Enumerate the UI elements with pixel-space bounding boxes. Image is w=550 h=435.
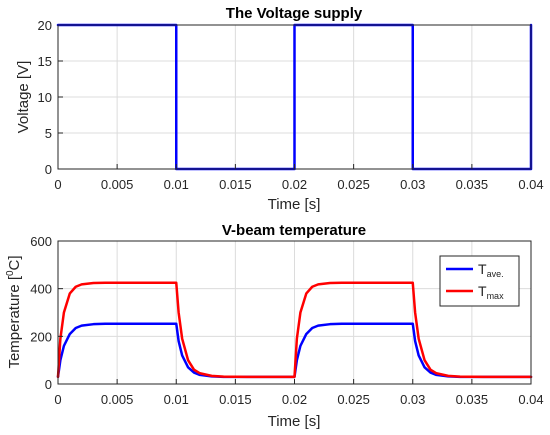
y-tick-label: 400 xyxy=(30,282,52,297)
x-tick-label: 0.005 xyxy=(101,392,134,407)
x-tick-label: 0.01 xyxy=(164,177,189,192)
x-tick-label: 0.035 xyxy=(456,392,489,407)
x-tick-label: 0.03 xyxy=(400,392,425,407)
voltage-chart: The Voltage supply 0 0.005 0.01 0.015 0.02 0.… xyxy=(15,5,544,213)
x-tick-label: 0.025 xyxy=(337,177,370,192)
y-axis-label-main: Temperature [ xyxy=(6,275,23,368)
chart-title: The Voltage supply xyxy=(226,5,363,22)
x-tick-label: 0.035 xyxy=(456,177,489,192)
legend-label-sub: ave. xyxy=(487,269,504,279)
y-tick-label: 0 xyxy=(45,377,52,392)
x-axis-label: Time [s] xyxy=(268,413,321,430)
y-ticks: 0 200 400 600 xyxy=(30,234,63,392)
y-tick-label: 20 xyxy=(38,18,52,33)
x-tick-label: 0.04 xyxy=(518,177,543,192)
y-tick-label: 200 xyxy=(30,329,52,344)
y-tick-label: 10 xyxy=(38,90,52,105)
y-axis-label-superscript: 0 xyxy=(5,270,16,276)
legend-label-sub: max xyxy=(487,291,505,301)
legend-label-t-ave: Tave. xyxy=(478,261,504,279)
legend-label-main: T xyxy=(478,261,487,277)
y-tick-label: 15 xyxy=(38,54,52,69)
y-axis-label: Voltage [V] xyxy=(15,61,32,134)
legend-label-t-max: Tmax xyxy=(478,283,504,301)
y-tick-label: 0 xyxy=(45,162,52,177)
series-line-1 xyxy=(56,281,533,379)
y-axis-label: Temperature [0C] xyxy=(5,255,23,368)
chart-title: V-beam temperature xyxy=(222,222,366,239)
legend-box xyxy=(439,255,520,307)
x-tick-label: 0.04 xyxy=(518,392,543,407)
y-axis-label-end: C] xyxy=(6,255,23,270)
x-axis-label: Time [s] xyxy=(268,196,321,213)
x-tick-label: 0 xyxy=(54,177,61,192)
x-tick-label: 0.02 xyxy=(282,392,307,407)
y-ticks: 0 5 10 15 20 xyxy=(38,18,63,177)
x-tick-label: 0 xyxy=(54,392,61,407)
x-tick-label: 0.025 xyxy=(337,392,370,407)
temperature-chart: V-beam temperature 0 0.005 0.01 0.015 0.02 0.… xyxy=(5,222,544,430)
y-tick-label: 5 xyxy=(45,126,52,141)
x-tick-label: 0.03 xyxy=(400,177,425,192)
x-tick-label: 0.005 xyxy=(101,177,134,192)
x-tick-label: 0.015 xyxy=(219,392,252,407)
x-tick-label: 0.01 xyxy=(164,392,189,407)
legend: Tave. Tmax xyxy=(439,255,520,307)
y-tick-label: 600 xyxy=(30,234,52,249)
series-group xyxy=(56,281,533,379)
x-tick-label: 0.015 xyxy=(219,177,252,192)
x-ticks: 0 0.005 0.01 0.015 0.02 0.025 0.03 0.035 0.04 xyxy=(54,379,544,407)
legend-label-main: T xyxy=(478,283,487,299)
x-tick-label: 0.02 xyxy=(282,177,307,192)
x-ticks: 0 0.005 0.01 0.015 0.02 0.025 0.03 0.035 0.04 xyxy=(54,164,544,192)
